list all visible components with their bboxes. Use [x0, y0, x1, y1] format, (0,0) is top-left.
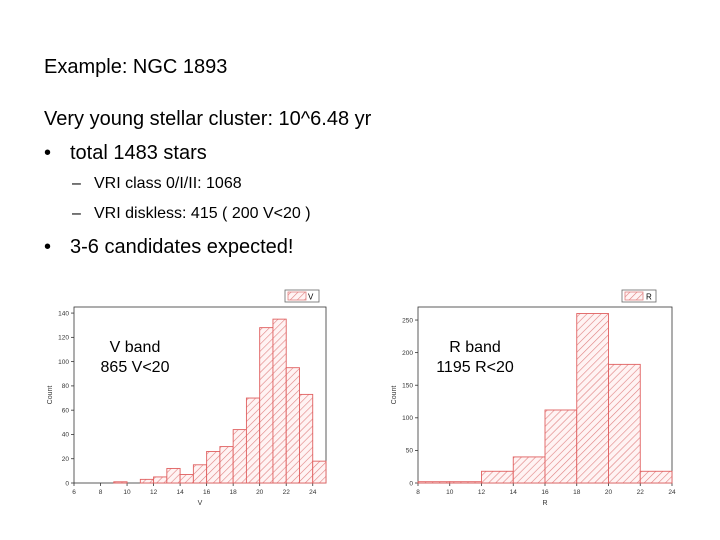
bullet-candidates: • 3-6 candidates expected! [44, 236, 294, 259]
legend-swatch [624, 291, 644, 301]
histogram-bar [512, 456, 546, 484]
histogram-bar [544, 409, 578, 484]
annotation-band: V band [109, 339, 161, 356]
histogram-bar [299, 393, 314, 484]
histogram-bar [576, 313, 609, 484]
histogram-bar [219, 446, 234, 484]
y-tick-label: 250 [402, 317, 413, 324]
x-axis-label: R [542, 500, 547, 507]
y-tick-label: 50 [406, 448, 414, 455]
annotation-count: 865 V<20 [100, 359, 170, 376]
histogram-bar [481, 470, 514, 484]
y-tick-label: 60 [62, 407, 70, 414]
histogram-bar [449, 481, 482, 484]
sub-bullet-text: VRI class 0/I/II: 1068 [94, 175, 242, 192]
cluster-description: Very young stellar cluster: 10^6.48 yr [44, 108, 372, 130]
y-tick-label: 200 [402, 350, 413, 357]
histogram-bar [245, 397, 261, 484]
histogram-bar [639, 470, 673, 484]
x-tick-label: 18 [573, 489, 581, 496]
histogram-bar [179, 474, 194, 484]
y-tick-label: 100 [402, 415, 413, 422]
bullet-marker: • [44, 142, 52, 164]
y-tick-label: 0 [409, 480, 413, 487]
y-tick-label: 40 [62, 432, 70, 439]
x-tick-label: 14 [510, 489, 518, 496]
annotation-band: R band [449, 339, 501, 356]
x-tick-label: 10 [123, 489, 131, 496]
x-axis-label: V [198, 500, 203, 507]
histogram-bar [608, 363, 641, 484]
x-tick-label: 14 [176, 489, 184, 496]
histogram-bar [113, 481, 128, 484]
histogram-bar [285, 367, 300, 484]
x-tick-label: 20 [256, 489, 264, 496]
sub-bullet-class: – VRI class 0/I/II: 1068 [72, 175, 242, 193]
bullet-total-stars: • total 1483 stars [44, 142, 207, 165]
histogram-bar [417, 481, 451, 484]
x-tick-label: 16 [203, 489, 211, 496]
x-tick-label: 22 [283, 489, 291, 496]
dash-marker: – [72, 205, 81, 222]
histogram-bar [312, 460, 327, 484]
legend-swatch [287, 291, 307, 301]
x-tick-label: 8 [99, 489, 103, 496]
y-axis-label: Count [47, 386, 54, 405]
histogram-bar [259, 327, 274, 484]
y-tick-label: 20 [62, 456, 70, 463]
v-band-annotation: V band 865 V<20 [80, 338, 190, 378]
x-tick-label: 24 [668, 489, 676, 496]
legend-label: R [646, 293, 652, 302]
y-tick-label: 140 [58, 310, 69, 317]
bullet-text: total 1483 stars [70, 142, 207, 164]
x-tick-label: 22 [637, 489, 645, 496]
r-band-annotation: R band 1195 R<20 [420, 338, 530, 378]
slide-title: Example: NGC 1893 [44, 56, 228, 78]
x-tick-label: 12 [150, 489, 158, 496]
x-tick-label: 10 [446, 489, 454, 496]
legend-label: V [308, 293, 314, 302]
x-tick-label: 16 [541, 489, 549, 496]
histogram-bar [272, 318, 287, 484]
y-tick-label: 150 [402, 383, 413, 390]
x-tick-label: 18 [230, 489, 238, 496]
dash-marker: – [72, 175, 81, 192]
bullet-text: 3-6 candidates expected! [70, 236, 294, 258]
y-tick-label: 100 [58, 359, 69, 366]
histogram-bar [166, 467, 181, 484]
x-tick-label: 6 [72, 489, 76, 496]
sub-bullet-text: VRI diskless: 415 ( 200 V<20 ) [94, 205, 311, 222]
x-tick-label: 12 [478, 489, 486, 496]
x-tick-label: 24 [309, 489, 317, 496]
histogram-bar [139, 478, 155, 484]
sub-bullet-diskless: – VRI diskless: 415 ( 200 V<20 ) [72, 205, 311, 223]
histogram-bar [206, 450, 221, 484]
histogram-bar [232, 429, 247, 484]
histogram-bar [192, 464, 208, 484]
annotation-count: 1195 R<20 [436, 359, 514, 376]
y-tick-label: 80 [62, 383, 70, 390]
y-tick-label: 0 [65, 480, 69, 487]
v-band-histogram: 6 8 10 12 14 16 18 20 22 24 0 20 40 60 80 100 120 140 V Cou… [47, 289, 327, 507]
r-band-histogram: 8 10 12 14 16 18 20 22 24 0 50 100 150 200 250 R Count R [391, 289, 676, 507]
y-tick-label: 120 [58, 335, 69, 342]
x-tick-label: 20 [605, 489, 613, 496]
bullet-marker: • [44, 236, 52, 258]
y-axis-label: Count [391, 386, 398, 405]
x-tick-label: 8 [416, 489, 420, 496]
histogram-bar [153, 476, 168, 484]
